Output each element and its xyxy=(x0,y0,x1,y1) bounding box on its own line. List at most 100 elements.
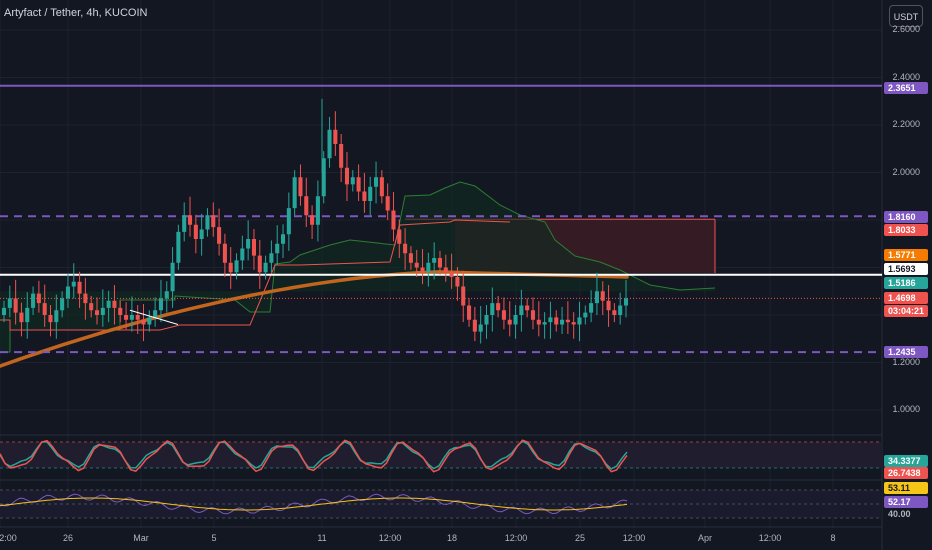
price-tag: 1.5186 xyxy=(884,277,928,289)
candle-body xyxy=(379,177,384,197)
candle-body xyxy=(292,177,297,209)
y-axis-tick: 2.4000 xyxy=(892,71,920,82)
candle-body xyxy=(199,229,204,239)
candle-body xyxy=(263,262,268,273)
candle-body xyxy=(612,310,617,315)
stoch-value-tag: 34.3377 xyxy=(884,455,928,467)
candle-body xyxy=(42,303,47,315)
candle-body xyxy=(327,129,332,159)
x-axis-tick: 12:00 xyxy=(622,533,646,543)
candle-body xyxy=(135,315,140,320)
candle-body xyxy=(315,196,320,225)
candle-body xyxy=(519,305,524,315)
candle-body xyxy=(65,286,70,299)
candle-body xyxy=(362,191,367,201)
candle-body xyxy=(36,293,41,304)
candle-body xyxy=(461,286,466,306)
candle-body xyxy=(496,303,501,311)
candle-body xyxy=(234,260,239,273)
currency-button[interactable]: USDT xyxy=(889,5,923,27)
x-axis-tick: 12:00 xyxy=(378,533,402,543)
x-axis-tick: 18 xyxy=(446,533,458,543)
candle-body xyxy=(13,298,18,313)
price-tag: 1.2435 xyxy=(884,346,928,358)
candle-body xyxy=(449,272,454,277)
candle-body xyxy=(60,298,65,311)
y-axis-tick: 2.2000 xyxy=(892,119,920,129)
candle-body xyxy=(507,319,512,325)
candle-body xyxy=(240,248,245,261)
cloud-area xyxy=(0,182,715,352)
x-axis-tick: Apr xyxy=(697,533,713,543)
candle-body xyxy=(83,293,88,304)
candle-body xyxy=(426,262,431,273)
candle-body xyxy=(31,293,36,308)
candle-body xyxy=(513,315,518,325)
price-tag: 1.5693 xyxy=(884,263,928,275)
candle-body xyxy=(356,177,361,192)
candle-body xyxy=(589,303,594,313)
candle-body xyxy=(71,281,76,287)
candle-body xyxy=(7,298,12,308)
candle-body xyxy=(565,319,570,323)
candle-body xyxy=(403,243,408,254)
rsi-value-tag: 40.00 xyxy=(888,509,911,519)
candle-body xyxy=(548,317,553,323)
band-line xyxy=(0,219,511,331)
candle-body xyxy=(124,315,129,320)
candle-body xyxy=(594,291,599,304)
candle-body xyxy=(222,243,227,263)
x-axis-tick: 5 xyxy=(211,533,217,543)
candle-body xyxy=(141,319,146,325)
candle-body xyxy=(368,186,373,201)
candle-body xyxy=(129,315,134,320)
candle-body xyxy=(298,177,303,197)
candle-body xyxy=(350,177,355,185)
candle-body xyxy=(484,315,489,325)
candle-body xyxy=(164,291,169,299)
candle-body xyxy=(472,319,477,332)
candle-body xyxy=(193,224,198,239)
candle-body xyxy=(100,307,105,315)
y-axis-tick: 1.2000 xyxy=(892,356,920,367)
candle-body xyxy=(408,253,413,263)
candle-body xyxy=(455,277,460,287)
y-axis-tick: 2.0000 xyxy=(892,166,920,177)
x-axis-tick: 2:00 xyxy=(0,533,17,543)
candle-body xyxy=(339,144,344,168)
candle-body xyxy=(420,267,425,273)
candle-body xyxy=(118,307,123,315)
candle-body xyxy=(54,310,59,323)
candle-body xyxy=(554,317,559,325)
candle-body xyxy=(19,312,24,323)
candle-body xyxy=(94,310,100,315)
candle-body xyxy=(542,322,547,325)
candle-body xyxy=(623,298,629,306)
x-axis-tick: 25 xyxy=(574,533,586,543)
candle-body xyxy=(530,310,536,320)
rsi-value-tag: 52.17 xyxy=(884,496,928,508)
candle-body xyxy=(275,243,280,254)
stoch-band xyxy=(0,442,882,468)
stoch-d-line xyxy=(0,439,628,473)
candle-body xyxy=(211,215,216,228)
candle-body xyxy=(286,208,291,235)
price-tag: 03:04:21 xyxy=(884,305,928,317)
candle-body xyxy=(77,281,82,294)
candle-body xyxy=(147,317,152,325)
candle-body xyxy=(536,319,541,325)
candle-body xyxy=(560,319,565,325)
candle-body xyxy=(432,258,437,263)
chart-title: Artyfact / Tether, 4h, KUCOIN xyxy=(4,7,148,19)
candle-body xyxy=(89,303,94,311)
candle-body xyxy=(478,324,483,332)
candle-body xyxy=(414,262,419,268)
x-axis-tick: 11 xyxy=(317,533,327,543)
candle-body xyxy=(182,215,187,232)
candle-body xyxy=(106,300,111,308)
rsi-value-tag: 53.11 xyxy=(884,482,928,494)
price-tag: 2.3651 xyxy=(884,82,928,94)
x-axis-tick: Mar xyxy=(133,533,149,543)
x-axis-tick: 12:00 xyxy=(504,533,528,543)
